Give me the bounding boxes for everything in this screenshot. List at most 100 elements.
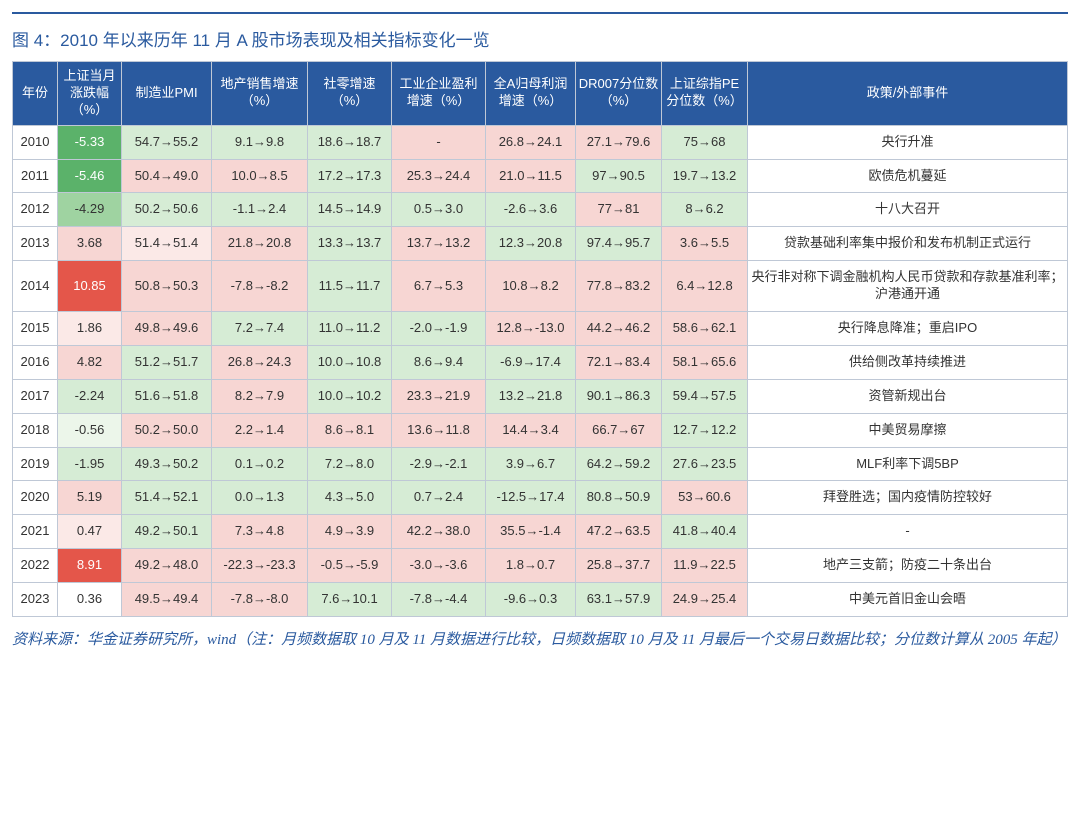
cell-event: 资管新规出台	[748, 379, 1068, 413]
col-header: 上证当月涨跌幅（%）	[58, 62, 122, 126]
cell-value: -9.6→0.3	[486, 583, 576, 617]
cell-value: 72.1→83.4	[576, 345, 662, 379]
header-row: 年份上证当月涨跌幅（%）制造业PMI地产销售增速（%）社零增速（%）工业企业盈利…	[13, 62, 1068, 126]
cell-value: 77.8→83.2	[576, 261, 662, 312]
cell-year: 2021	[13, 515, 58, 549]
cell-value: 21.8→20.8	[212, 227, 308, 261]
cell-value: -7.8→-8.0	[212, 583, 308, 617]
table-row: 20228.9149.2→48.0-22.3→-23.3-0.5→-5.9-3.…	[13, 549, 1068, 583]
cell-value: 90.1→86.3	[576, 379, 662, 413]
cell-value: 49.8→49.6	[122, 312, 212, 346]
cell-change: 8.91	[58, 549, 122, 583]
cell-value: 13.3→13.7	[308, 227, 392, 261]
cell-value: 2.2→1.4	[212, 413, 308, 447]
table-row: 2010-5.3354.7→55.29.1→9.818.6→18.7-26.8→…	[13, 125, 1068, 159]
data-table: 年份上证当月涨跌幅（%）制造业PMI地产销售增速（%）社零增速（%）工业企业盈利…	[12, 61, 1068, 617]
cell-value: 50.2→50.0	[122, 413, 212, 447]
cell-value: 7.2→7.4	[212, 312, 308, 346]
cell-value: 11.0→11.2	[308, 312, 392, 346]
cell-value: 10.0→8.5	[212, 159, 308, 193]
cell-value: 8.2→7.9	[212, 379, 308, 413]
cell-value: 3.9→6.7	[486, 447, 576, 481]
cell-value: -3.0→-3.6	[392, 549, 486, 583]
cell-value: 35.5→-1.4	[486, 515, 576, 549]
cell-value: 13.2→21.8	[486, 379, 576, 413]
cell-event: 贷款基础利率集中报价和发布机制正式运行	[748, 227, 1068, 261]
cell-value: 64.2→59.2	[576, 447, 662, 481]
cell-value: 10.0→10.8	[308, 345, 392, 379]
table-row: 20210.4749.2→50.17.3→4.84.9→3.942.2→38.0…	[13, 515, 1068, 549]
cell-value: 25.3→24.4	[392, 159, 486, 193]
cell-value: 9.1→9.8	[212, 125, 308, 159]
cell-value: 66.7→67	[576, 413, 662, 447]
cell-value: 42.2→38.0	[392, 515, 486, 549]
table-row: 2019-1.9549.3→50.20.1→0.27.2→8.0-2.9→-2.…	[13, 447, 1068, 481]
cell-value: 49.2→48.0	[122, 549, 212, 583]
cell-event: 央行降息降准；重启IPO	[748, 312, 1068, 346]
cell-value: 63.1→57.9	[576, 583, 662, 617]
cell-value: 6.4→12.8	[662, 261, 748, 312]
table-row: 20151.8649.8→49.67.2→7.411.0→11.2-2.0→-1…	[13, 312, 1068, 346]
cell-year: 2012	[13, 193, 58, 227]
cell-event: 地产三支箭；防疫二十条出台	[748, 549, 1068, 583]
cell-event: 央行非对称下调金融机构人民币贷款和存款基准利率；沪港通开通	[748, 261, 1068, 312]
cell-value: 97→90.5	[576, 159, 662, 193]
cell-value: 0.0→1.3	[212, 481, 308, 515]
cell-change: -2.24	[58, 379, 122, 413]
col-header: 制造业PMI	[122, 62, 212, 126]
cell-value: 17.2→17.3	[308, 159, 392, 193]
cell-change: 4.82	[58, 345, 122, 379]
col-header: 上证综指PE分位数（%）	[662, 62, 748, 126]
table-row: 20133.6851.4→51.421.8→20.813.3→13.713.7→…	[13, 227, 1068, 261]
cell-value: 3.6→5.5	[662, 227, 748, 261]
cell-value: 51.6→51.8	[122, 379, 212, 413]
cell-value: 50.2→50.6	[122, 193, 212, 227]
cell-year: 2019	[13, 447, 58, 481]
col-header: 工业企业盈利增速（%）	[392, 62, 486, 126]
cell-value: 21.0→11.5	[486, 159, 576, 193]
cell-value: 0.1→0.2	[212, 447, 308, 481]
cell-value: 6.7→5.3	[392, 261, 486, 312]
cell-year: 2010	[13, 125, 58, 159]
cell-value: 97.4→95.7	[576, 227, 662, 261]
cell-change: 3.68	[58, 227, 122, 261]
cell-value: 54.7→55.2	[122, 125, 212, 159]
table-row: 20205.1951.4→52.10.0→1.34.3→5.00.7→2.4-1…	[13, 481, 1068, 515]
cell-value: 8.6→9.4	[392, 345, 486, 379]
table-row: 2011-5.4650.4→49.010.0→8.517.2→17.325.3→…	[13, 159, 1068, 193]
cell-value: 53→60.6	[662, 481, 748, 515]
table-row: 201410.8550.8→50.3-7.8→-8.211.5→11.76.7→…	[13, 261, 1068, 312]
cell-value: 7.6→10.1	[308, 583, 392, 617]
cell-value: 11.5→11.7	[308, 261, 392, 312]
col-header: 地产销售增速（%）	[212, 62, 308, 126]
cell-value: 49.3→50.2	[122, 447, 212, 481]
table-row: 20164.8251.2→51.726.8→24.310.0→10.88.6→9…	[13, 345, 1068, 379]
cell-value: 27.6→23.5	[662, 447, 748, 481]
cell-value: -22.3→-23.3	[212, 549, 308, 583]
cell-value: 25.8→37.7	[576, 549, 662, 583]
cell-value: 75→68	[662, 125, 748, 159]
cell-value: 47.2→63.5	[576, 515, 662, 549]
col-header: 政策/外部事件	[748, 62, 1068, 126]
cell-change: -4.29	[58, 193, 122, 227]
cell-year: 2022	[13, 549, 58, 583]
cell-value: -12.5→17.4	[486, 481, 576, 515]
cell-value: 13.7→13.2	[392, 227, 486, 261]
cell-value: -0.5→-5.9	[308, 549, 392, 583]
cell-event: MLF利率下调5BP	[748, 447, 1068, 481]
cell-event: 拜登胜选；国内疫情防控较好	[748, 481, 1068, 515]
cell-event: 欧债危机蔓延	[748, 159, 1068, 193]
cell-value: 51.4→51.4	[122, 227, 212, 261]
cell-year: 2020	[13, 481, 58, 515]
table-row: 2012-4.2950.2→50.6-1.1→2.414.5→14.90.5→3…	[13, 193, 1068, 227]
cell-event: 供给侧改革持续推进	[748, 345, 1068, 379]
cell-value: -7.8→-4.4	[392, 583, 486, 617]
cell-value: 14.4→3.4	[486, 413, 576, 447]
cell-value: 7.2→8.0	[308, 447, 392, 481]
cell-value: 10.0→10.2	[308, 379, 392, 413]
cell-value: 12.8→-13.0	[486, 312, 576, 346]
cell-year: 2017	[13, 379, 58, 413]
cell-change: 1.86	[58, 312, 122, 346]
cell-value: -7.8→-8.2	[212, 261, 308, 312]
cell-year: 2011	[13, 159, 58, 193]
